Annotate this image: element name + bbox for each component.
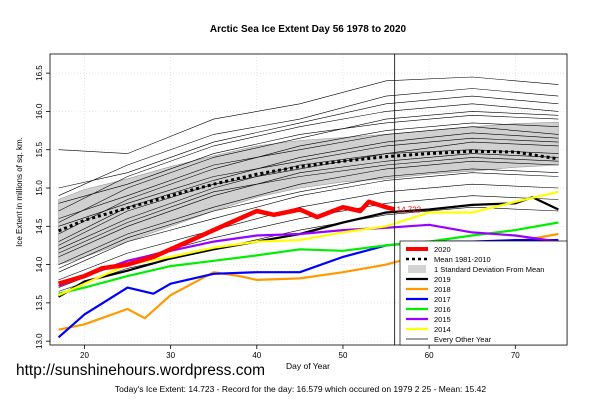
y-tick-label: 14.5 [35, 218, 44, 234]
other-year-line [58, 149, 559, 246]
legend-item-2019: 2019 [406, 275, 451, 284]
plot-frame [49, 53, 568, 346]
other-year-line [58, 103, 559, 212]
other-year-line [58, 206, 559, 292]
legend-label: 2018 [434, 285, 451, 294]
x-tick-label: 70 [511, 351, 520, 360]
y-tick-label: 14.0 [35, 256, 44, 272]
other-year-line [58, 111, 559, 223]
legend-label: 2016 [434, 305, 451, 314]
legend-label: 1 Standard Deviation From Mean [434, 265, 544, 274]
other-year-line [58, 153, 559, 258]
legend-label: 2014 [434, 325, 451, 334]
other-year-line [58, 160, 559, 265]
other-year-line [58, 157, 559, 254]
legend-item-2017: 2017 [406, 295, 451, 304]
x-tick-label: 20 [80, 351, 89, 360]
legend-label: 2015 [434, 315, 451, 324]
legend-label: Mean 1981-2010 [434, 255, 491, 264]
legend-label: 2020 [434, 245, 451, 254]
other-year-line [58, 88, 559, 196]
series-line-2020 [57, 199, 396, 286]
x-tick-label: 60 [425, 351, 434, 360]
series-line-mean-1981-2010 [58, 149, 559, 233]
y-tick-label: 16.5 [35, 65, 44, 81]
other-year-line [58, 95, 559, 189]
y-tick-label: 13.0 [35, 333, 44, 349]
legend-item-every-other-year: Every Other Year [406, 335, 492, 344]
other-year-line [58, 122, 559, 235]
watermark-url: http://sunshinehours.wordpress.com [16, 362, 265, 379]
x-tick-label: 40 [252, 351, 261, 360]
current-value-label: 14.723 [397, 205, 422, 214]
x-tick-label: 50 [339, 351, 348, 360]
legend-item-1-standard-deviation-from-mean: 1 Standard Deviation From Mean [408, 265, 544, 274]
other-year-line [58, 126, 559, 219]
legend-label: Every Other Year [434, 335, 492, 344]
legend-item-2015: 2015 [406, 315, 451, 324]
legend-item-2014: 2014 [406, 325, 451, 334]
legend-label: 2017 [434, 295, 451, 304]
series-line-2015 [58, 223, 559, 288]
series-line-2016 [58, 221, 559, 295]
other-year-line [58, 183, 559, 281]
other-year-line [58, 114, 559, 204]
legend-item-2016: 2016 [406, 305, 451, 314]
legend-item-mean-1981-2010: Mean 1981-2010 [406, 255, 491, 264]
y-tick-label: 13.5 [35, 295, 44, 311]
other-year-line [58, 172, 559, 273]
legend-box [399, 240, 568, 346]
legend-item-2020: 2020 [406, 245, 451, 254]
x-axis-label: Day of Year [286, 361, 330, 371]
other-year-line [58, 168, 559, 269]
y-tick-label: 15.0 [35, 180, 44, 196]
other-year-line [58, 137, 559, 227]
x-tick-label: 30 [166, 351, 175, 360]
y-tick-label: 15.5 [35, 141, 44, 157]
footer-stats: Today's Ice Extent: 14.723 - Record for … [114, 384, 487, 394]
other-year-line [58, 76, 559, 154]
other-year-line [58, 141, 559, 250]
y-axis-label: Ice Extent in millions of sq. km. [15, 137, 24, 247]
legend-swatch [408, 265, 426, 273]
chart-title: Arctic Sea Ice Extent Day 56 1978 to 202… [210, 24, 407, 35]
legend-item-2018: 2018 [406, 285, 451, 294]
y-tick-label: 16.0 [35, 103, 44, 119]
legend-label: 2019 [434, 275, 451, 284]
